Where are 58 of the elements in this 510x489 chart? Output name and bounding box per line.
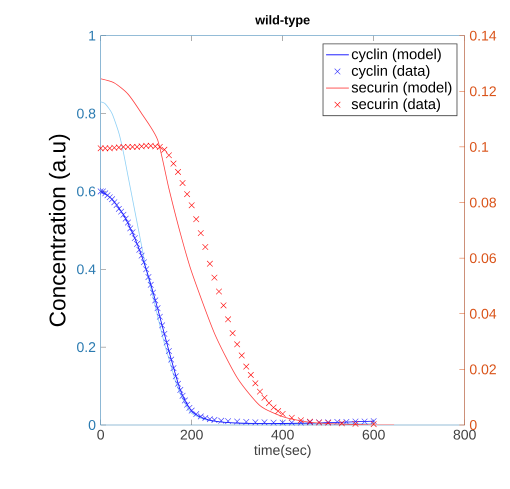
point [274, 408, 282, 414]
point [202, 244, 208, 250]
point [216, 288, 222, 295]
y2-tick-label: 0 [470, 420, 477, 430]
y-tick-label: 1 [89, 30, 96, 40]
point [266, 400, 272, 406]
point [280, 410, 286, 417]
y-tick-label: 0 [88, 420, 96, 430]
y2-tick-label: 0.02 [470, 364, 496, 374]
y2-tick-label: 0.1 [470, 142, 488, 152]
legend-label: cyclin (data) [352, 65, 430, 79]
legend-label: securin (model) [352, 82, 452, 96]
point [298, 417, 304, 424]
y-axis-title: Concentration (a.u) [48, 134, 70, 326]
point [220, 302, 227, 309]
x-axis-title: time(sec) [254, 444, 311, 458]
point [352, 420, 359, 428]
point [270, 404, 277, 411]
x-tick-label: 400 [271, 430, 294, 440]
y-tick-label: 0.2 [77, 342, 96, 352]
y2-tick-label: 0.08 [470, 198, 496, 208]
point [338, 420, 345, 426]
y2-tick-label: 0.04 [470, 308, 496, 319]
point [161, 146, 168, 153]
point [188, 202, 195, 208]
point [252, 380, 258, 386]
y2-tick-label: 0.06 [470, 253, 496, 264]
point [288, 414, 295, 421]
point [224, 316, 232, 322]
x-tick-label: 200 [180, 430, 203, 440]
point [256, 388, 264, 395]
x-tick-label: 800 [454, 430, 476, 440]
y-tick-label: 0.6 [77, 186, 96, 196]
chart-title: wild-type [255, 15, 310, 27]
point [193, 216, 200, 222]
y-tick-label: 0.4 [77, 264, 96, 274]
point [243, 363, 250, 370]
point [370, 421, 377, 428]
point [198, 230, 204, 236]
point [174, 168, 182, 176]
x-tick-label: 0 [97, 430, 104, 440]
point [170, 160, 177, 167]
point [184, 191, 190, 198]
point [211, 274, 218, 281]
point [206, 260, 213, 267]
legend-label: securin (data) [352, 98, 440, 112]
y-tick-label: 0.8 [77, 108, 96, 118]
y2-tick-label: 0.12 [470, 86, 496, 96]
point [166, 152, 172, 158]
y2-tick-label: 0.14 [470, 30, 496, 41]
point [234, 341, 240, 348]
x-tick-label: 600 [362, 430, 385, 440]
point [248, 372, 254, 378]
legend-label: cyclin (model) [352, 48, 441, 62]
point [179, 180, 186, 186]
point [238, 352, 245, 359]
point [261, 394, 268, 401]
point [229, 330, 236, 336]
